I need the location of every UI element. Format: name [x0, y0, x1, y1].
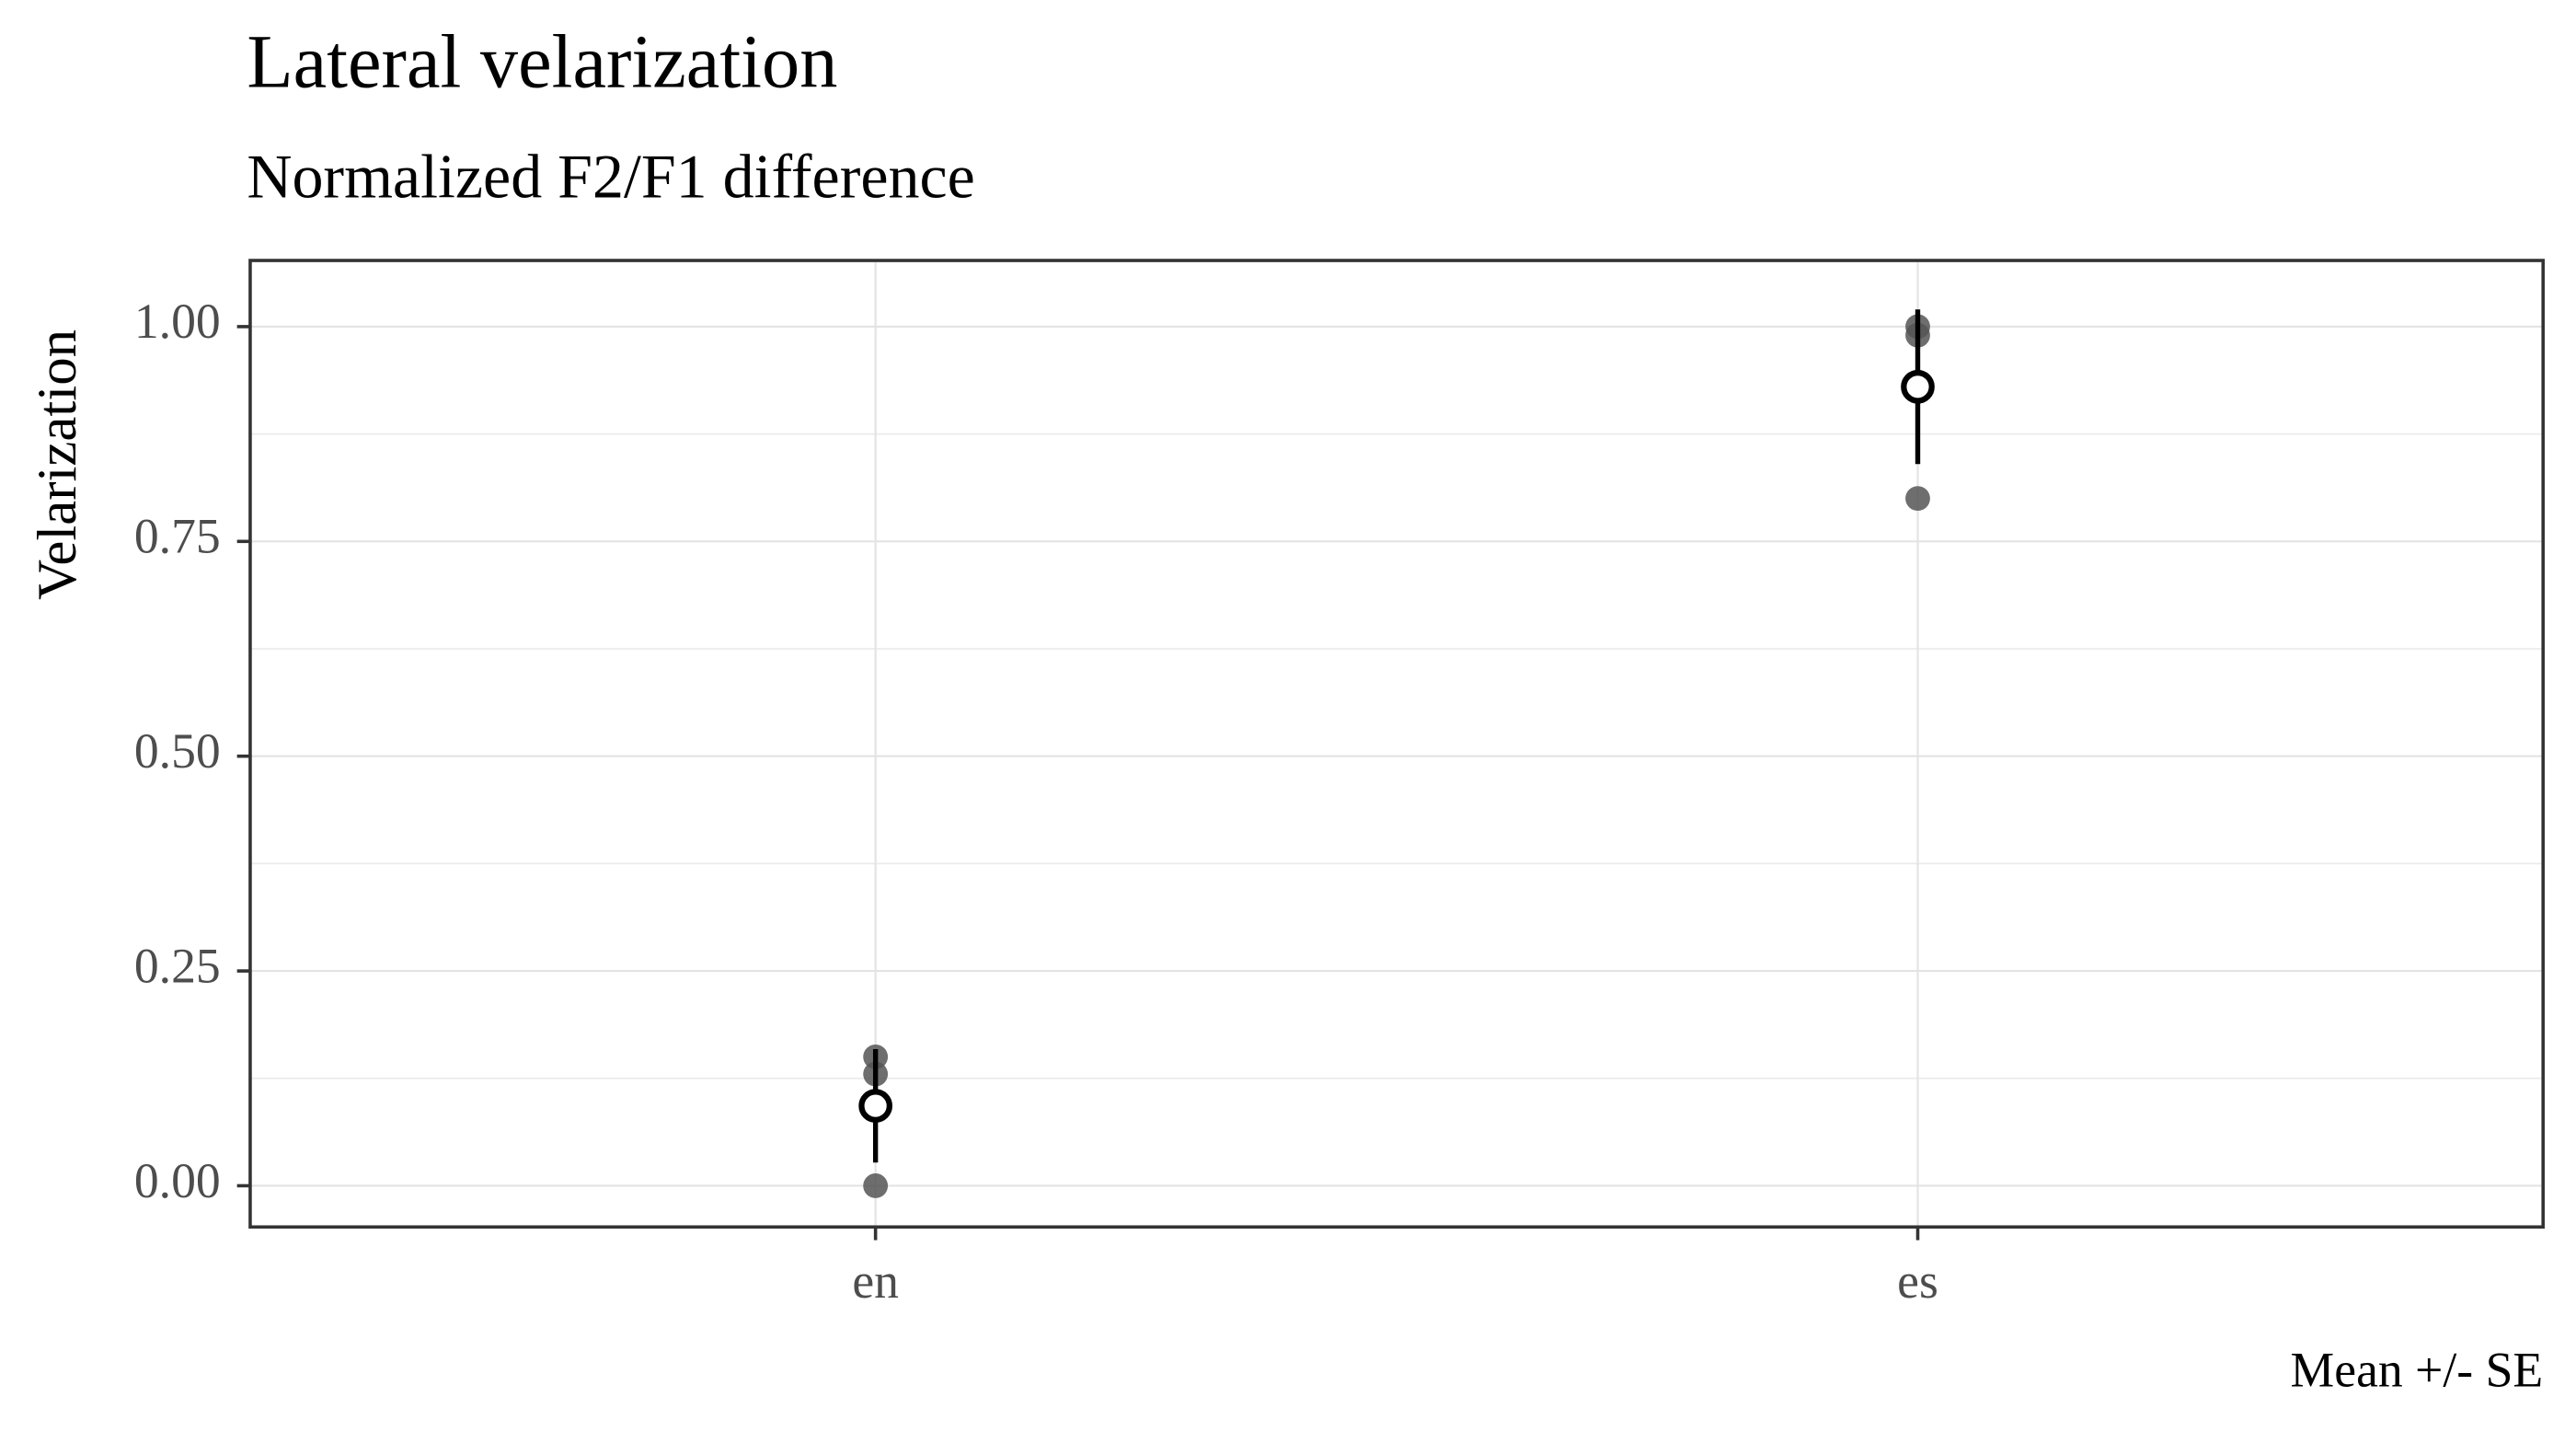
data-point — [1905, 486, 1930, 512]
x-tick-label: en — [852, 1253, 899, 1309]
y-tick-label: 0.25 — [134, 938, 221, 993]
data-point — [863, 1173, 889, 1198]
y-tick-label: 0.00 — [134, 1153, 221, 1208]
chart-title: Lateral velarization — [247, 19, 837, 103]
chart-subtitle: Normalized F2/F1 difference — [247, 142, 974, 212]
y-tick-label: 1.00 — [134, 294, 221, 349]
x-tick-label: es — [1897, 1253, 1938, 1309]
mean-point — [858, 1089, 892, 1123]
caption: Mean +/- SE — [2291, 1343, 2544, 1398]
y-axis-label: Velarization — [27, 329, 88, 600]
y-tick-label: 0.50 — [134, 723, 221, 779]
panel-border — [248, 259, 2546, 1229]
y-tick-label: 0.75 — [134, 509, 221, 564]
mean-point — [1901, 369, 1935, 404]
